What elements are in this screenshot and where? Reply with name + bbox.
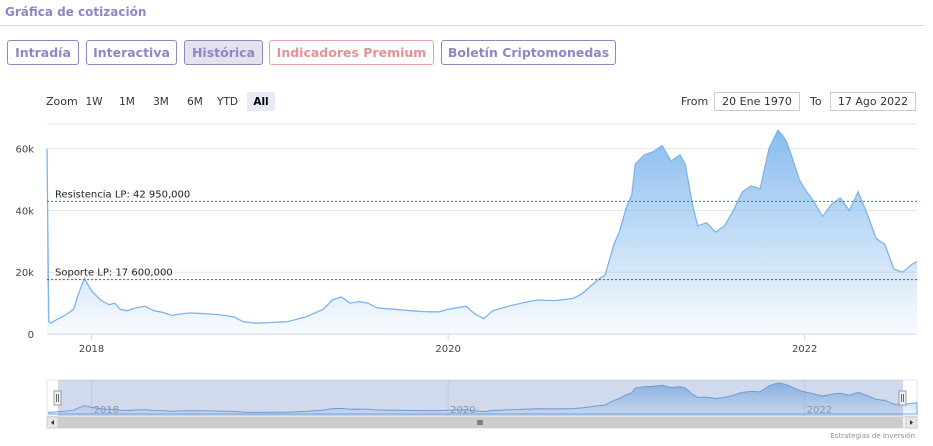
price-area bbox=[47, 130, 917, 334]
y-tick-label: 60k bbox=[15, 145, 34, 156]
zoom-ytd-button[interactable]: YTD bbox=[217, 95, 238, 108]
level-annotations: Resistencia LP: 42 950,000 Soporte LP: 17… bbox=[47, 189, 917, 281]
header-divider bbox=[0, 25, 925, 26]
x-axis-labels: 2018 2020 2022 bbox=[79, 334, 817, 355]
to-label: To bbox=[810, 95, 822, 108]
from-label: From bbox=[681, 95, 709, 108]
y-tick-label: 20k bbox=[15, 268, 34, 279]
navigator-series bbox=[48, 382, 918, 415]
tab-indicadores-premium[interactable]: Indicadores Premium bbox=[269, 40, 434, 65]
to-date-input[interactable]: 17 Ago 2022 bbox=[830, 92, 916, 111]
zoom-all-button[interactable]: All bbox=[247, 92, 275, 111]
level-label: Resistencia LP: 42 950,000 bbox=[55, 189, 190, 200]
price-line bbox=[46, 129, 918, 324]
zoom-3m-button[interactable]: 3M bbox=[153, 95, 169, 108]
scrollbar-grip-icon bbox=[477, 420, 483, 425]
range-selector: Zoom 1W 1M 3M 6M YTD All From 20 Ene 197… bbox=[0, 92, 933, 112]
page-title: Gráfica de cotización bbox=[5, 5, 147, 19]
navigator-handle-left[interactable] bbox=[53, 390, 62, 406]
x-tick-label: 2022 bbox=[792, 344, 817, 355]
level-label: Soporte LP: 17 600,000 bbox=[55, 268, 173, 279]
navigator-handle-right[interactable] bbox=[898, 390, 907, 406]
from-date-input[interactable]: 20 Ene 1970 bbox=[714, 92, 800, 111]
zoom-label: Zoom bbox=[46, 95, 78, 108]
zoom-1m-button[interactable]: 1M bbox=[119, 95, 135, 108]
zoom-1w-button[interactable]: 1W bbox=[85, 95, 103, 108]
x-tick-label: 2020 bbox=[435, 344, 460, 355]
x-tick-label: 2018 bbox=[79, 344, 104, 355]
y-tick-label: 40k bbox=[15, 206, 34, 217]
y-axis-labels: 0 20k 40k 60k bbox=[15, 145, 34, 341]
price-chart: 0 20k 40k 60k Resistencia LP: 42 950,000 Sop… bbox=[15, 123, 918, 429]
zoom-6m-button[interactable]: 6M bbox=[187, 95, 203, 108]
scroll-left-arrow-icon[interactable] bbox=[46, 416, 59, 429]
scroll-right-arrow-icon[interactable] bbox=[905, 416, 918, 429]
tab-intradia[interactable]: Intradía bbox=[7, 40, 79, 65]
tab-historica[interactable]: Histórica bbox=[184, 40, 263, 65]
credits-text: Estrategias de Inversión bbox=[830, 432, 915, 440]
y-tick-label: 0 bbox=[28, 330, 34, 341]
tab-interactiva[interactable]: Interactiva bbox=[86, 40, 177, 65]
navigator-mask[interactable] bbox=[58, 380, 903, 416]
tab-boletin-criptomonedas[interactable]: Boletín Criptomonedas bbox=[441, 40, 616, 65]
